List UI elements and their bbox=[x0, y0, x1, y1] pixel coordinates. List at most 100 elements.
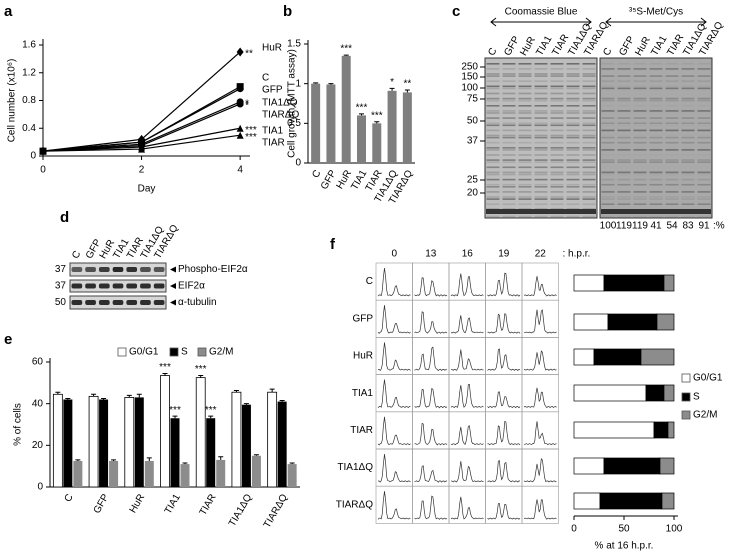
gel-band bbox=[486, 63, 500, 65]
gel-band bbox=[665, 183, 679, 186]
histogram-trace bbox=[414, 277, 448, 297]
gel-band bbox=[665, 97, 679, 100]
gel-band bbox=[697, 80, 711, 82]
series-label: TIA1 bbox=[262, 126, 284, 137]
error-bar bbox=[101, 397, 107, 400]
blot-band bbox=[98, 283, 110, 289]
gel-band bbox=[582, 124, 596, 127]
quantification: 100 bbox=[600, 221, 617, 232]
gel-band bbox=[617, 73, 631, 75]
gel-band bbox=[617, 110, 631, 112]
gel-band bbox=[566, 134, 580, 137]
gel-band bbox=[502, 110, 516, 112]
gel-band bbox=[486, 178, 500, 181]
gel-band bbox=[534, 87, 548, 90]
gel-band bbox=[633, 159, 647, 161]
gel-band bbox=[534, 186, 548, 188]
gel-band bbox=[582, 186, 596, 188]
gel-band bbox=[534, 92, 548, 95]
gel-band bbox=[697, 129, 711, 132]
lane-label: HuR bbox=[518, 35, 538, 58]
gel-band bbox=[681, 186, 695, 188]
gel-band bbox=[601, 178, 615, 181]
gel-band bbox=[566, 147, 580, 149]
gel-band bbox=[617, 134, 631, 137]
gel-band bbox=[697, 122, 711, 124]
gel-band bbox=[697, 159, 711, 161]
gel-band bbox=[550, 99, 564, 102]
gel-band bbox=[566, 161, 580, 163]
gel-band bbox=[534, 73, 548, 75]
gel-band bbox=[502, 215, 516, 218]
gel-band bbox=[633, 198, 647, 200]
gel-band bbox=[617, 97, 631, 100]
error-bar bbox=[55, 391, 61, 395]
gel-band bbox=[550, 183, 564, 186]
gel-band bbox=[582, 80, 596, 82]
y-tick-label: 60 bbox=[32, 357, 44, 368]
gel-band bbox=[534, 117, 548, 119]
gel-band bbox=[649, 171, 663, 174]
gel-band bbox=[502, 134, 516, 137]
legend-label: G0/G1 bbox=[693, 373, 723, 384]
gel-band bbox=[518, 105, 532, 107]
gel-band bbox=[665, 112, 679, 114]
gel-band bbox=[697, 73, 711, 75]
gel-band bbox=[681, 147, 695, 149]
gel-band bbox=[518, 68, 532, 70]
gel-band bbox=[665, 166, 679, 169]
gel-band bbox=[617, 85, 631, 88]
x-tick-label: 2 bbox=[139, 165, 145, 176]
gel-band bbox=[486, 105, 500, 107]
gel-band bbox=[649, 159, 663, 161]
panel-letter: c bbox=[452, 3, 460, 20]
x-tick-label: GFP bbox=[319, 168, 339, 192]
bar bbox=[241, 404, 251, 487]
gel-band bbox=[681, 92, 695, 95]
error-bar bbox=[91, 393, 97, 397]
gel-band bbox=[617, 112, 631, 114]
gel-band bbox=[649, 110, 663, 112]
gel-band bbox=[566, 198, 580, 200]
gel-band bbox=[633, 124, 647, 127]
gel-band bbox=[633, 122, 647, 124]
error-bar bbox=[359, 113, 364, 116]
bar bbox=[180, 464, 190, 487]
gel-band bbox=[550, 161, 564, 163]
column-unit: : h.p.r. bbox=[563, 249, 591, 260]
gel-band bbox=[665, 149, 679, 151]
gel-band bbox=[486, 166, 500, 169]
gel-band bbox=[601, 198, 615, 200]
gel-band bbox=[566, 87, 580, 90]
quantification: 83 bbox=[682, 221, 694, 232]
gel-band bbox=[649, 112, 663, 114]
gel-band bbox=[502, 122, 516, 124]
gel-band bbox=[617, 124, 631, 127]
gel-band bbox=[566, 215, 580, 218]
gel-band bbox=[601, 73, 615, 75]
gel-band bbox=[601, 63, 615, 65]
significance: ** bbox=[245, 49, 253, 60]
gel-band bbox=[649, 198, 663, 200]
gel-band bbox=[582, 122, 596, 124]
blot-band bbox=[153, 283, 165, 289]
gel-band bbox=[550, 129, 564, 132]
bar bbox=[73, 460, 83, 487]
gel-band bbox=[601, 99, 615, 102]
error-bar bbox=[389, 87, 395, 91]
gel-band bbox=[582, 63, 596, 65]
gel-band bbox=[633, 178, 647, 181]
histogram-trace bbox=[450, 461, 484, 483]
blot-band bbox=[98, 267, 110, 272]
gel-band bbox=[633, 97, 647, 100]
gel-band bbox=[486, 99, 500, 102]
gel-band bbox=[665, 85, 679, 88]
histogram-trace bbox=[378, 453, 411, 483]
gel-band bbox=[502, 80, 516, 82]
row-label: C bbox=[366, 276, 373, 287]
row-arrow bbox=[170, 299, 176, 306]
gel-band bbox=[566, 171, 580, 174]
gel-band bbox=[486, 112, 500, 114]
gel-band bbox=[633, 92, 647, 95]
histogram-trace bbox=[523, 457, 557, 483]
